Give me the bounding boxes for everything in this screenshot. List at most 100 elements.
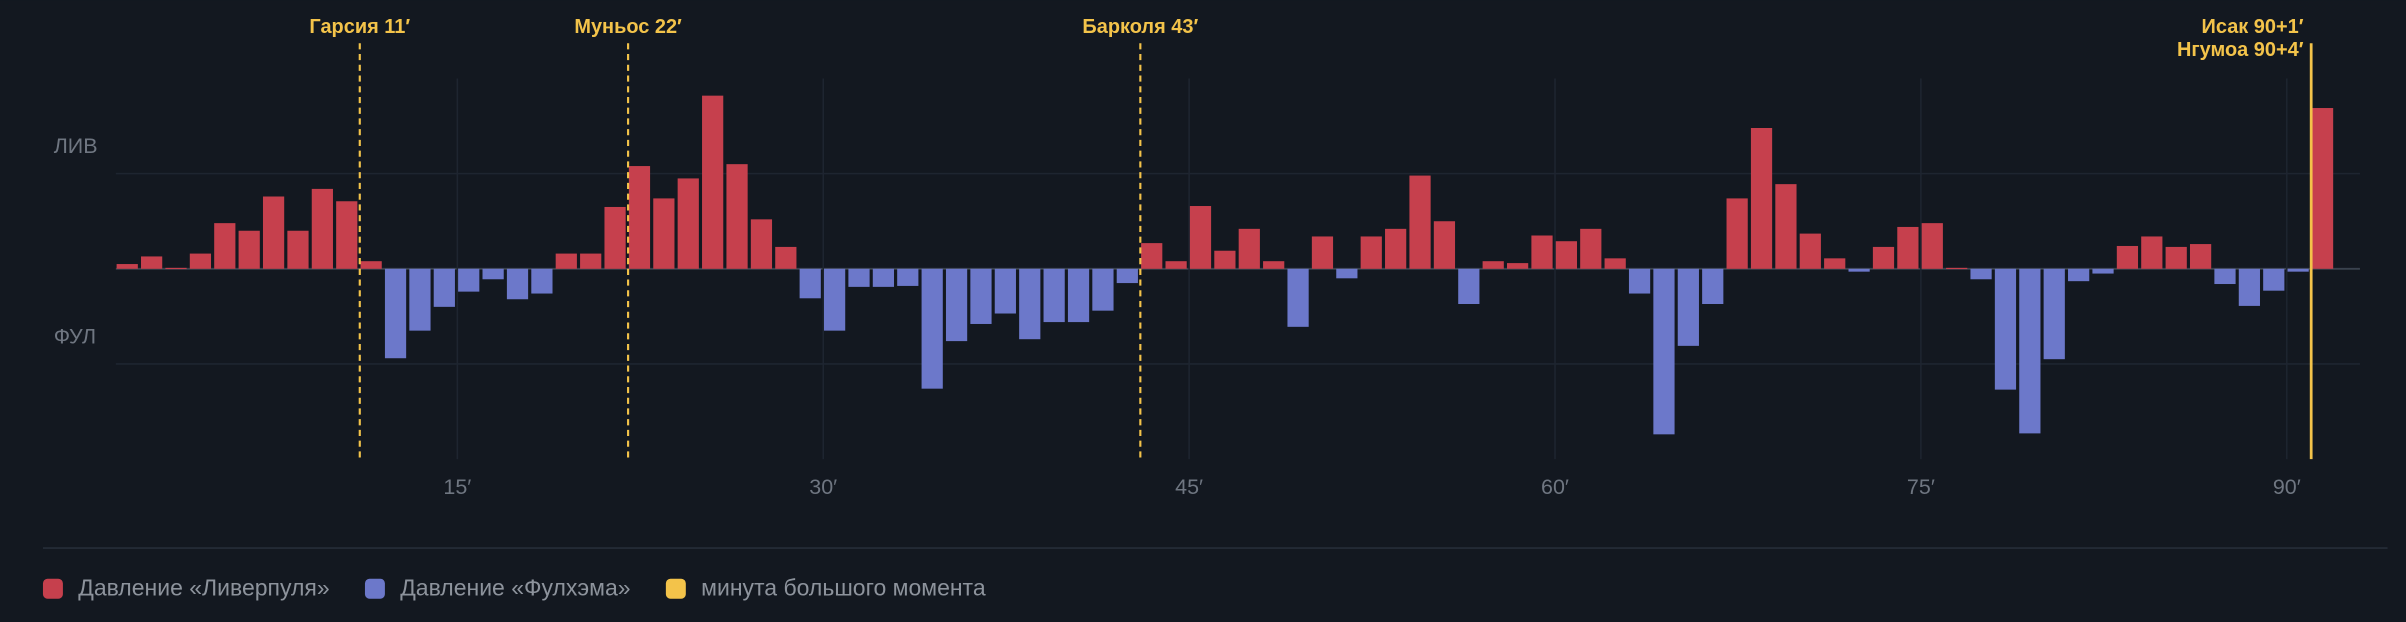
- bar: [677, 178, 699, 269]
- bar: [214, 223, 236, 269]
- bar: [2287, 268, 2309, 272]
- bar: [1531, 235, 1553, 269]
- bar: [1946, 267, 1968, 270]
- bar: [1336, 268, 1358, 279]
- bar: [921, 268, 943, 389]
- bar: [628, 166, 651, 269]
- bar: [1677, 268, 1699, 346]
- legend-label: Давление «Ливерпуля»: [78, 575, 329, 601]
- y-tick-label: ЛИВ: [54, 134, 98, 158]
- bar: [1994, 268, 2017, 390]
- x-tick-label: 15′: [443, 475, 471, 499]
- bar: [1580, 228, 1602, 269]
- bar: [2165, 246, 2187, 269]
- bar: [1702, 268, 1724, 305]
- bar: [1750, 128, 1773, 269]
- legend-swatch: [42, 578, 63, 599]
- bar: [1482, 261, 1504, 269]
- bar: [506, 268, 529, 300]
- bar: [1238, 228, 1260, 269]
- bar: [1385, 228, 1407, 269]
- bar: [1214, 250, 1236, 269]
- bar: [1189, 206, 1212, 269]
- bar: [2263, 268, 2285, 291]
- x-tick-label: 60′: [1541, 475, 1569, 499]
- bar: [1604, 258, 1626, 269]
- bar: [287, 230, 309, 269]
- bar: [1824, 258, 1846, 269]
- bar: [653, 198, 675, 269]
- bar: [1433, 221, 1456, 269]
- y-tick-label: ФУЛ: [54, 325, 96, 349]
- bar: [2043, 268, 2065, 360]
- event-label: Муньос 22′: [574, 16, 682, 38]
- bar: [1726, 198, 1748, 269]
- bar: [1897, 226, 1919, 269]
- bar: [2238, 268, 2260, 306]
- bar: [1019, 268, 1041, 340]
- bar: [409, 268, 431, 331]
- bar: [2116, 245, 2139, 269]
- legend-label: Давление «Фулхэма»: [400, 575, 630, 601]
- bar: [1848, 268, 1870, 272]
- bar: [1311, 236, 1334, 269]
- bar: [726, 164, 748, 269]
- bar: [311, 188, 333, 269]
- bar: [897, 268, 919, 286]
- bar: [2189, 244, 2212, 269]
- bar: [750, 219, 773, 269]
- bar: [2141, 236, 2163, 269]
- x-tick-label: 75′: [1907, 475, 1935, 499]
- bar: [1653, 268, 1675, 435]
- bar: [1067, 268, 1090, 323]
- bar: [775, 246, 797, 269]
- x-tick-label: 30′: [809, 475, 837, 499]
- event-label: Нгумоа 90+4′: [2177, 39, 2304, 61]
- bar: [1506, 263, 1529, 269]
- legend-label: минута большого момента: [701, 575, 986, 601]
- bar: [1628, 268, 1651, 294]
- bar: [2019, 268, 2041, 434]
- bar: [238, 230, 260, 269]
- bar: [141, 256, 163, 269]
- bar: [604, 206, 626, 269]
- bar: [360, 261, 382, 269]
- bar: [1043, 268, 1065, 323]
- bar: [1555, 241, 1578, 269]
- bar: [116, 264, 138, 269]
- bar: [970, 268, 992, 324]
- bar: [531, 268, 553, 294]
- bar: [1458, 268, 1480, 305]
- bar: [824, 268, 846, 331]
- legend-swatch: [364, 578, 385, 599]
- bar: [872, 268, 895, 287]
- bar: [1921, 223, 1943, 269]
- bar: [1872, 246, 1895, 269]
- bar: [262, 196, 285, 269]
- bar: [1360, 236, 1382, 269]
- bar: [848, 268, 870, 287]
- bar: [458, 268, 480, 292]
- x-tick-label: 45′: [1175, 475, 1203, 499]
- event-label: Исак 90+1′: [2202, 16, 2304, 38]
- legend-swatch: [665, 578, 686, 599]
- bar: [555, 253, 577, 269]
- bar: [945, 268, 968, 342]
- bar: [702, 95, 724, 269]
- bar: [1775, 184, 1797, 269]
- bar: [336, 201, 358, 269]
- bar: [1799, 233, 1821, 269]
- bar: [2311, 108, 2334, 269]
- event-label: Гарсия 11′: [309, 16, 410, 38]
- bar: [1165, 261, 1187, 269]
- x-tick-label: 90′: [2273, 475, 2301, 499]
- bar: [2068, 268, 2090, 282]
- bar: [1970, 268, 1992, 280]
- bar: [2214, 268, 2236, 285]
- bar: [1409, 175, 1431, 269]
- bar: [1263, 261, 1285, 269]
- bar: [1116, 268, 1138, 284]
- bar: [1287, 268, 1309, 327]
- bar: [1092, 268, 1114, 311]
- bar: [2092, 268, 2114, 274]
